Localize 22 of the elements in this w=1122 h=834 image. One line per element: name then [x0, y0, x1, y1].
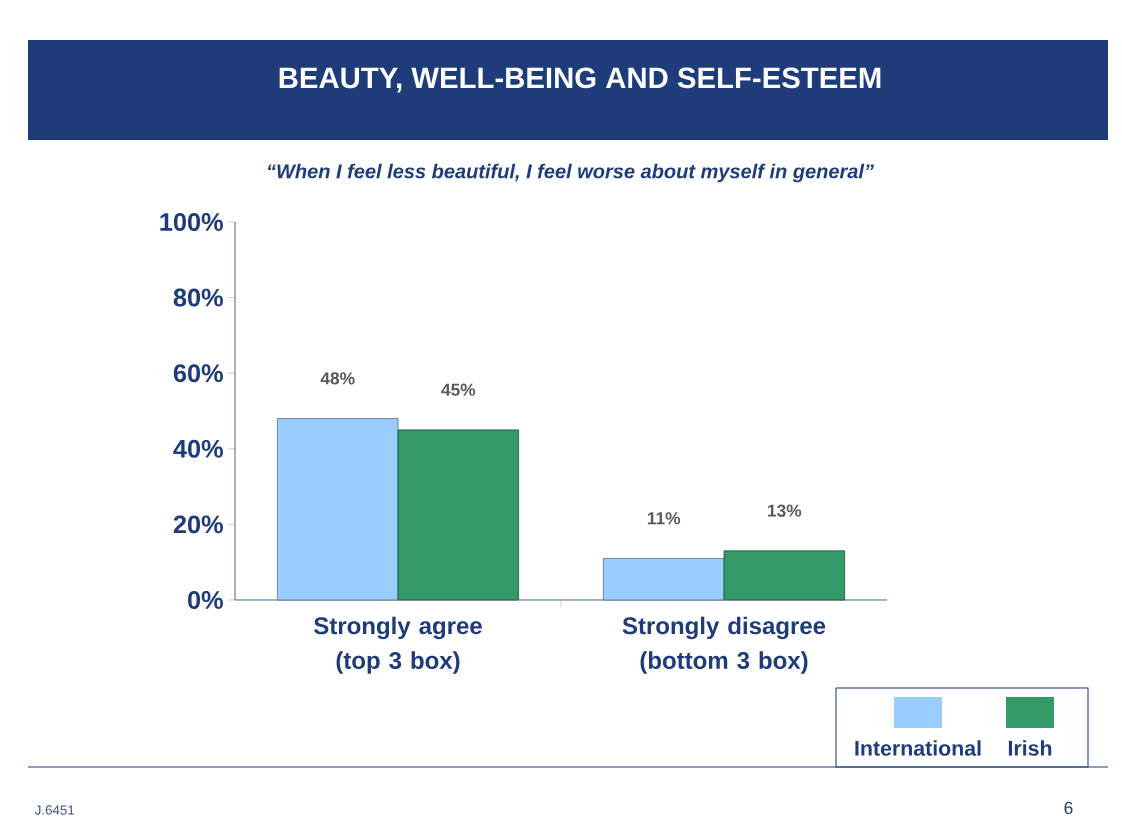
chart-subtitle: “When I feel less beautiful, I feel worse about myself in general” [267, 163, 874, 183]
y-tick-label: 100% [160, 213, 223, 231]
y-tick-label: 0% [188, 591, 223, 609]
x-tick-label: Strongly disagree (bottom 3 box) [622, 616, 826, 674]
data-label: 45% [441, 383, 476, 396]
legend-label: International [855, 740, 981, 756]
bar [723, 550, 846, 601]
y-tick-label: 20% [173, 515, 223, 534]
y-tick-label: 60% [173, 364, 223, 383]
text: 6 [1064, 801, 1073, 815]
data-label: 48% [320, 372, 355, 385]
text: J.6451 [34, 805, 75, 815]
bar [276, 418, 399, 601]
x-tick-label: Strongly agree (top 3 box) [314, 616, 482, 674]
legend-label: Irish [1008, 740, 1052, 756]
data-label: 13% [768, 504, 802, 517]
data-label: 11% [647, 512, 681, 525]
bar [602, 558, 725, 601]
bar [397, 429, 520, 601]
chart-title: BEAUTY, WELL-BEING AND SELF-ESTEEM [279, 67, 881, 93]
y-tick-label: 80% [173, 288, 223, 307]
y-tick-label: 40% [173, 439, 223, 458]
